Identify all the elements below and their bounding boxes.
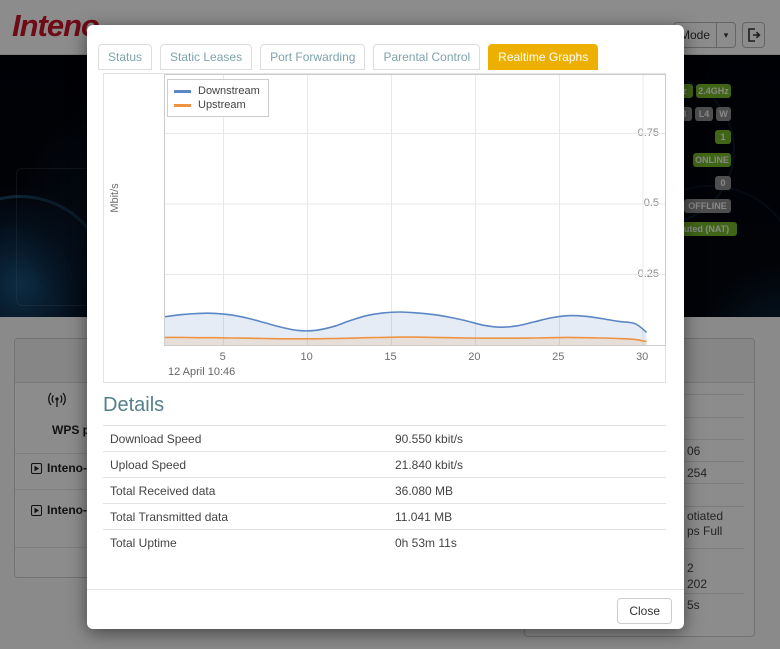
tab-realtime-graphs[interactable]: Realtime Graphs <box>488 44 599 70</box>
offline-count-badge: 0 <box>715 176 731 190</box>
chart-canvas <box>165 75 665 345</box>
wan-value-fragment: 06 <box>687 444 701 458</box>
wan-value-fragment: 2 <box>687 561 694 575</box>
wan-value-fragment: otiated <box>687 509 724 523</box>
legend-swatch-icon <box>174 103 191 107</box>
legend-item: Downstream <box>174 84 260 98</box>
x-tick-label: 15 <box>384 351 397 363</box>
x-tick-label: 25 <box>552 351 565 363</box>
legend-label: Upstream <box>198 99 246 111</box>
table-row: Download Speed 90.550 kbit/s <box>103 425 666 451</box>
x-tick-label: 5 <box>219 351 226 363</box>
legend-item: Upstream <box>174 98 260 112</box>
realtime-graphs-dialog: Status Static Leases Port Forwarding Par… <box>87 25 684 629</box>
tab-static-leases[interactable]: Static Leases <box>160 44 253 70</box>
table-row: Upload Speed 21.840 kbit/s <box>103 451 666 477</box>
detail-value: 36.080 MB <box>395 483 454 498</box>
legend-swatch-icon <box>174 89 191 93</box>
detail-label: Total Received data <box>110 483 216 498</box>
close-button[interactable]: Close <box>617 598 672 624</box>
inteno-logo: Inteno <box>12 8 100 43</box>
wan-value-fragment: ps Full <box>687 524 723 538</box>
expand-icon <box>31 462 42 474</box>
downstream-line <box>165 311 648 333</box>
dialog-footer: Close <box>87 589 684 629</box>
expand-icon <box>31 504 42 516</box>
wan-value-fragment: 254 <box>687 466 708 480</box>
tab-parental-control[interactable]: Parental Control <box>373 44 481 70</box>
wps-broadcast-icon <box>48 392 66 407</box>
detail-value: 21.840 kbit/s <box>395 457 464 472</box>
chart-timestamp: 12 April 10:46 <box>168 366 236 378</box>
wan-value-fragment: 5s <box>687 598 700 612</box>
dialog-tab-bar: Status Static Leases Port Forwarding Par… <box>98 44 599 70</box>
wifi-24ghz-badge: 2.4GHz <box>696 84 731 98</box>
downstream-area <box>165 312 647 345</box>
lan4-port-badge: L4 <box>695 107 713 121</box>
x-tick-label: 10 <box>300 351 313 363</box>
mode-dropdown-caret[interactable]: ▾ <box>716 22 736 48</box>
detail-value: 90.550 kbit/s <box>395 431 464 446</box>
detail-value: 11.041 MB <box>395 509 453 524</box>
tab-status[interactable]: Status <box>98 44 153 70</box>
chevron-down-icon: ▾ <box>723 30 729 40</box>
chart-plot-area: Downstream Upstream <box>164 74 666 346</box>
legend-label: Downstream <box>198 85 260 97</box>
routed-nat-badge: uted (NAT) <box>676 222 737 236</box>
tab-port-forwarding[interactable]: Port Forwarding <box>260 44 366 70</box>
details-table: Download Speed 90.550 kbit/s Upload Spee… <box>103 425 666 555</box>
logout-icon <box>747 28 761 42</box>
chart-legend: Downstream Upstream <box>167 79 269 117</box>
detail-value: 0h 53m 11s <box>395 535 457 550</box>
details-heading: Details <box>103 394 165 416</box>
table-row: Total Uptime 0h 53m 11s <box>103 529 666 555</box>
clients-count-badge: 1 <box>715 130 731 144</box>
offline-status-badge: OFFLINE <box>684 199 731 213</box>
wan-port-badge: W <box>716 107 731 121</box>
wan-value-fragment: 202 <box>687 577 708 591</box>
x-tick-label: 30 <box>636 351 649 363</box>
x-tick-label: 20 <box>468 351 481 363</box>
detail-label: Upload Speed <box>110 457 187 472</box>
detail-label: Download Speed <box>110 431 202 446</box>
table-row: Total Received data 36.080 MB <box>103 477 666 503</box>
detail-label: Total Transmitted data <box>110 509 229 524</box>
upstream-line <box>165 336 647 343</box>
online-status-badge: ONLINE <box>693 153 731 167</box>
table-row: Total Transmitted data 11.041 MB <box>103 503 666 529</box>
logout-button[interactable] <box>742 22 765 48</box>
y-tick-label: 0.5 <box>643 197 659 210</box>
y-axis-label: Mbit/s <box>109 183 121 213</box>
detail-label: Total Uptime <box>110 535 177 550</box>
